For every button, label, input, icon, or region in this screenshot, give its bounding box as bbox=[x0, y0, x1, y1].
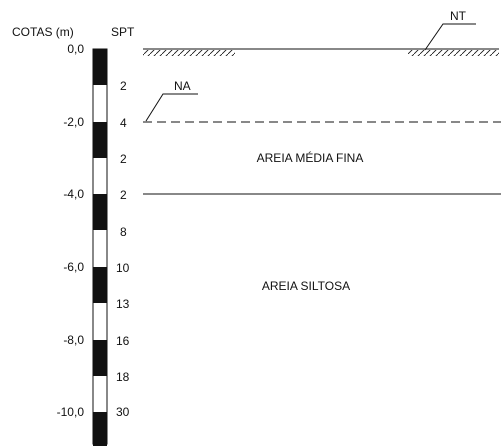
ground-surface bbox=[143, 48, 499, 56]
spt-value: 30 bbox=[116, 405, 130, 419]
elevation-header: COTAS (m) bbox=[12, 25, 74, 39]
boring-column bbox=[92, 48, 108, 446]
spt-value: 13 bbox=[116, 297, 130, 311]
elevation-label: -8,0 bbox=[63, 333, 84, 347]
spt-value: 4 bbox=[120, 116, 127, 130]
ground-level-marker: NT bbox=[424, 9, 476, 51]
elevation-label: -6,0 bbox=[63, 260, 84, 274]
spt-value: 10 bbox=[116, 261, 130, 275]
elevation-label: 0,0 bbox=[67, 42, 84, 56]
elevation-label: -10,0 bbox=[57, 405, 85, 419]
spt-value: 2 bbox=[120, 152, 127, 166]
spt-values: 2 4 2 2 8 10 13 16 18 30 bbox=[116, 79, 130, 419]
elevation-label: -4,0 bbox=[63, 187, 84, 201]
spt-value: 8 bbox=[120, 225, 127, 239]
layer-name-lower: AREIA SILTOSA bbox=[262, 279, 350, 293]
spt-value: 2 bbox=[120, 188, 127, 202]
elevation-labels: 0,0 -2,0 -4,0 -6,0 -8,0 -10,0 bbox=[57, 42, 85, 419]
spt-value: 2 bbox=[120, 79, 127, 93]
ground-level-label: NT bbox=[450, 9, 467, 23]
water-table-label: NA bbox=[174, 79, 191, 93]
water-table: NA bbox=[143, 79, 501, 123]
spt-header: SPT bbox=[111, 25, 135, 39]
elevation-label: -2,0 bbox=[63, 115, 84, 129]
layer-name-upper: AREIA MÉDIA FINA bbox=[257, 150, 364, 165]
spt-value: 16 bbox=[116, 334, 130, 348]
spt-value: 18 bbox=[116, 370, 130, 384]
